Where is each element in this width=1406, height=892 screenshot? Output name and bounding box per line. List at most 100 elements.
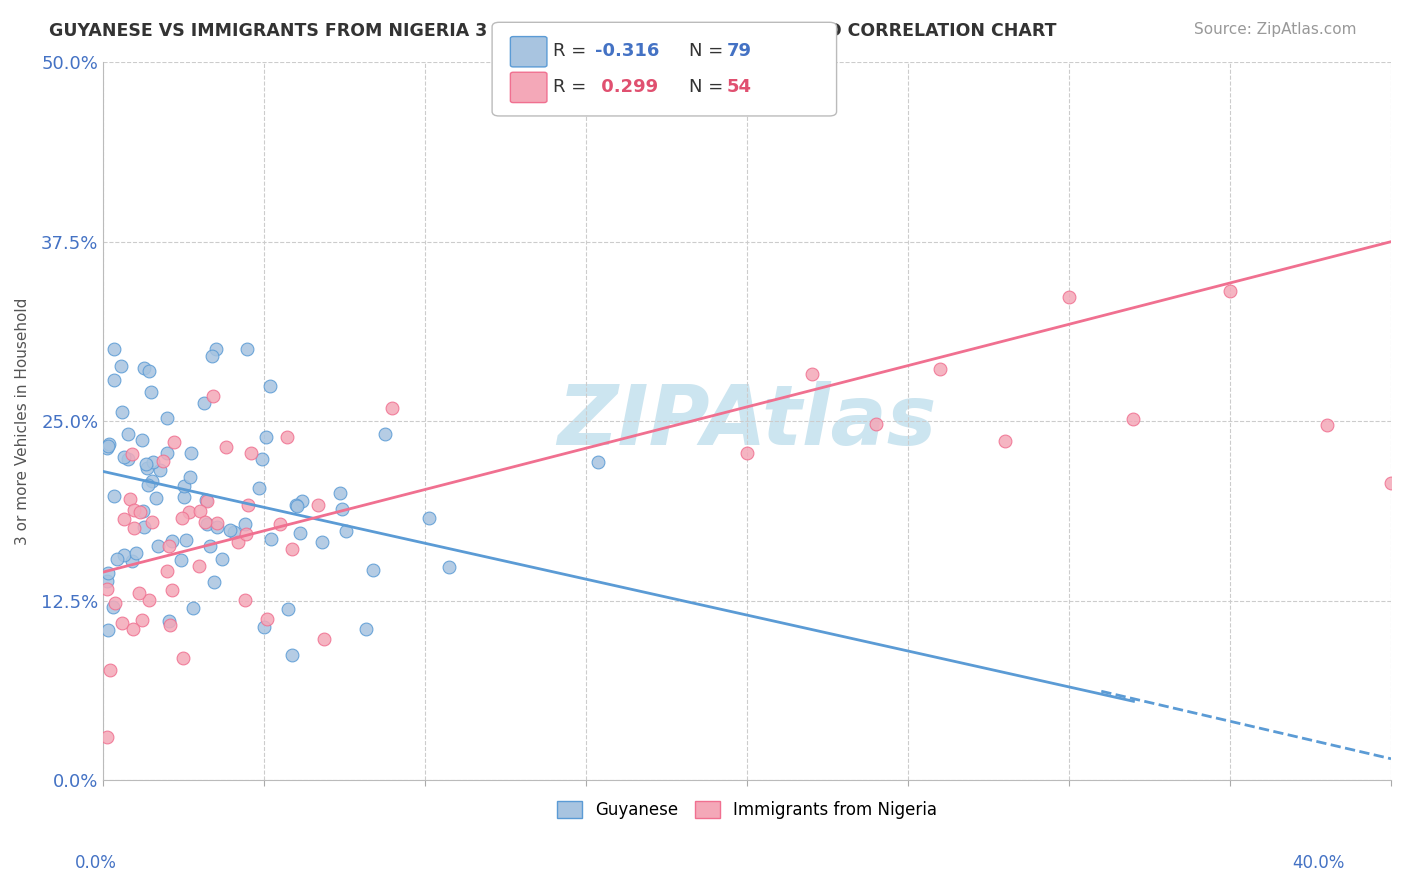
Point [205,516,228,530]
Point [994,434,1017,449]
Point [437,560,460,574]
Point [335,524,357,538]
Point [105,552,128,566]
Point [104,596,127,610]
Text: N =: N = [689,42,728,60]
Point [361,563,384,577]
Point [96,582,118,596]
Point [122,521,145,535]
Point [195,493,218,508]
Point [236,498,259,512]
Point [148,463,170,477]
Text: N =: N = [689,78,728,95]
Point [929,362,952,376]
Point [290,525,312,540]
Text: R =: R = [553,78,592,95]
Point [112,450,135,465]
Point [291,494,314,508]
Point [194,515,217,529]
Point [176,533,198,547]
Point [201,349,224,363]
Text: 79: 79 [727,42,752,60]
Point [202,575,225,590]
Point [142,455,165,469]
Point [125,546,148,560]
Point [155,411,177,425]
Point [285,498,308,512]
Point [103,373,125,387]
Point [374,427,396,442]
Point [194,492,217,507]
Point [253,619,276,633]
Point [136,477,159,491]
Point [96,442,118,456]
Point [381,401,404,415]
Point [586,455,609,469]
Point [187,558,209,573]
Point [202,389,225,403]
Point [254,430,277,444]
Point [193,396,215,410]
Point [173,490,195,504]
Point [277,602,299,616]
Y-axis label: 3 or more Vehicles in Household: 3 or more Vehicles in Household [15,298,30,545]
Point [1316,417,1339,432]
Point [97,623,120,637]
Point [118,491,141,506]
Point [157,539,180,553]
Point [156,564,179,578]
Point [247,482,270,496]
Text: -0.316: -0.316 [595,42,659,60]
Point [215,440,238,454]
Text: ZIPAtlas: ZIPAtlas [558,381,936,462]
Point [211,552,233,566]
Point [205,343,228,357]
Point [281,648,304,662]
Point [1057,290,1080,304]
Point [269,516,291,531]
Point [163,434,186,449]
Point [112,548,135,562]
Point [226,535,249,549]
Point [97,566,120,581]
Text: GUYANESE VS IMMIGRANTS FROM NIGERIA 3 OR MORE VEHICLES IN HOUSEHOLD CORRELATION : GUYANESE VS IMMIGRANTS FROM NIGERIA 3 OR… [49,22,1057,40]
Point [117,427,139,442]
Point [132,504,155,518]
Point [122,503,145,517]
Point [152,454,174,468]
Point [239,446,262,460]
Point [121,554,143,568]
Point [177,506,200,520]
Point [162,582,184,597]
Point [250,452,273,467]
Point [132,360,155,375]
Point [135,461,157,475]
Point [329,486,352,500]
Point [157,614,180,628]
Point [173,479,195,493]
Point [735,446,758,460]
Point [188,503,211,517]
Point [236,343,259,357]
Point [117,452,139,467]
Point [276,430,298,444]
Point [129,505,152,519]
Point [181,600,204,615]
Text: 0.0%: 0.0% [75,855,117,872]
Point [146,539,169,553]
Point [222,525,245,540]
Point [121,447,143,461]
Point [141,474,163,488]
Text: 0.299: 0.299 [595,78,658,95]
Point [1122,412,1144,426]
Point [218,523,240,537]
Point [110,359,132,374]
Point [112,512,135,526]
Point [800,367,823,381]
Point [311,534,333,549]
Point [235,526,257,541]
Point [235,593,257,607]
Point [1219,285,1241,299]
Point [96,574,118,588]
Point [865,417,887,431]
